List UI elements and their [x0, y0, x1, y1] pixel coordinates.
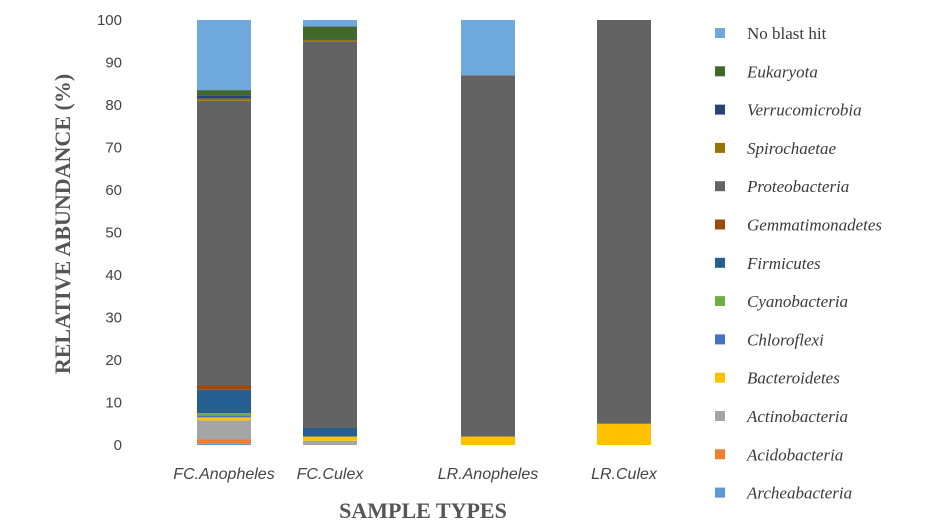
legend-item: Bacteroidetes: [715, 369, 840, 388]
legend-label: Cyanobacteria: [747, 292, 848, 311]
legend-swatch: [715, 487, 725, 498]
bar-segment: [597, 20, 651, 424]
legend-label: Actinobacteria: [746, 407, 848, 426]
legend-swatch: [715, 181, 725, 192]
legend-item: Firmicutes: [715, 254, 821, 273]
legend-item: Actinobacteria: [715, 407, 848, 426]
bar-segment: [461, 20, 515, 76]
legend-swatch: [715, 142, 725, 153]
legend-swatch: [715, 66, 725, 77]
x-tick-label: FC.Culex: [297, 466, 365, 483]
legend-label: Verrucomicrobia: [747, 101, 862, 120]
bar-segment: [303, 39, 357, 40]
x-axis-title: SAMPLE TYPES: [339, 498, 507, 523]
bar-segment: [303, 440, 357, 445]
legend-label: Proteobacteria: [746, 177, 849, 196]
y-tick-label: 20: [105, 352, 122, 369]
legend-label: Eukaryota: [746, 62, 818, 81]
legend-swatch: [715, 219, 725, 230]
legend-swatch: [715, 411, 725, 421]
legend-swatch: [715, 449, 725, 460]
bar-stack: [461, 20, 515, 445]
bar-segment: [597, 423, 651, 445]
legend-item: Chloroflexi: [715, 330, 824, 349]
bar-segment: [197, 98, 251, 101]
y-tick-label: 90: [105, 55, 122, 72]
bar-segment: [197, 439, 251, 444]
legend-item: Verrucomicrobia: [715, 101, 862, 120]
legend-label: Acidobacteria: [746, 445, 843, 464]
legend-label: Chloroflexi: [747, 330, 824, 349]
bar-segment: [303, 20, 357, 27]
bar-stack: [197, 20, 251, 445]
legend-swatch: [715, 334, 725, 345]
legend-label: Gemmatimonadetes: [747, 216, 882, 235]
legend-item: Gemmatimonadetes: [715, 216, 882, 235]
x-axis-categories: FC.Anopheles FC.Culex LR.Anopheles LR.Culex: [173, 466, 658, 483]
legend-swatch: [715, 28, 725, 38]
bar-segment: [461, 436, 515, 445]
bar-segment: [303, 26, 357, 40]
bar-segment: [303, 41, 357, 428]
y-axis-ticks: 0 10 20 30 40 50 60 70 80 90 100: [97, 12, 122, 454]
legend-swatch: [715, 257, 725, 268]
bar-segment: [303, 428, 357, 437]
legend-item: Acidobacteria: [715, 445, 843, 464]
x-tick-label: LR.Culex: [591, 466, 658, 483]
legend-item: Eukaryota: [715, 62, 818, 81]
bars: [197, 20, 651, 445]
y-axis-title: RELATIVE ABUNDANCE (%): [50, 74, 75, 374]
legend-item: Proteobacteria: [715, 177, 849, 196]
y-tick-label: 40: [105, 267, 122, 284]
y-tick-label: 60: [105, 182, 122, 199]
bar-stack: [597, 20, 651, 445]
y-tick-label: 30: [105, 310, 122, 327]
bar-segment: [197, 100, 251, 386]
legend-label: Spirochaetae: [747, 139, 837, 158]
bar-segment: [303, 39, 357, 42]
y-tick-label: 0: [114, 437, 122, 454]
y-tick-label: 10: [105, 395, 122, 412]
legend-item: Cyanobacteria: [715, 292, 848, 311]
legend-swatch: [715, 372, 725, 383]
y-tick-label: 100: [97, 12, 122, 29]
legend-label: Bacteroidetes: [747, 369, 840, 388]
y-tick-label: 50: [105, 225, 122, 242]
bar-stack: [303, 20, 357, 445]
bar-segment: [197, 420, 251, 440]
bar-segment: [197, 443, 251, 445]
bar-segment: [197, 20, 251, 91]
bar-segment: [303, 436, 357, 441]
y-tick-label: 70: [105, 140, 122, 157]
legend: No blast hit Eukaryota Verrucomicrobia Spir…: [715, 24, 882, 503]
bar-segment: [197, 389, 251, 414]
legend-item: Spirochaetae: [715, 139, 837, 158]
legend-label: No blast hit: [747, 24, 827, 43]
y-tick-label: 80: [105, 97, 122, 114]
bar-segment: [197, 385, 251, 390]
bar-segment: [197, 95, 251, 99]
x-tick-label: LR.Anopheles: [438, 466, 539, 483]
bar-segment: [197, 413, 251, 416]
legend-swatch: [715, 104, 725, 115]
legend-swatch: [715, 296, 725, 307]
legend-label: Archeabacteria: [746, 484, 852, 503]
bar-segment: [197, 415, 251, 418]
bar-segment: [197, 90, 251, 96]
legend-label: Firmicutes: [746, 254, 821, 273]
bar-segment: [197, 417, 251, 421]
legend-item: No blast hit: [715, 24, 827, 43]
x-tick-label: FC.Anopheles: [173, 466, 274, 483]
bar-segment: [461, 75, 515, 437]
legend-item: Archeabacteria: [715, 484, 852, 503]
